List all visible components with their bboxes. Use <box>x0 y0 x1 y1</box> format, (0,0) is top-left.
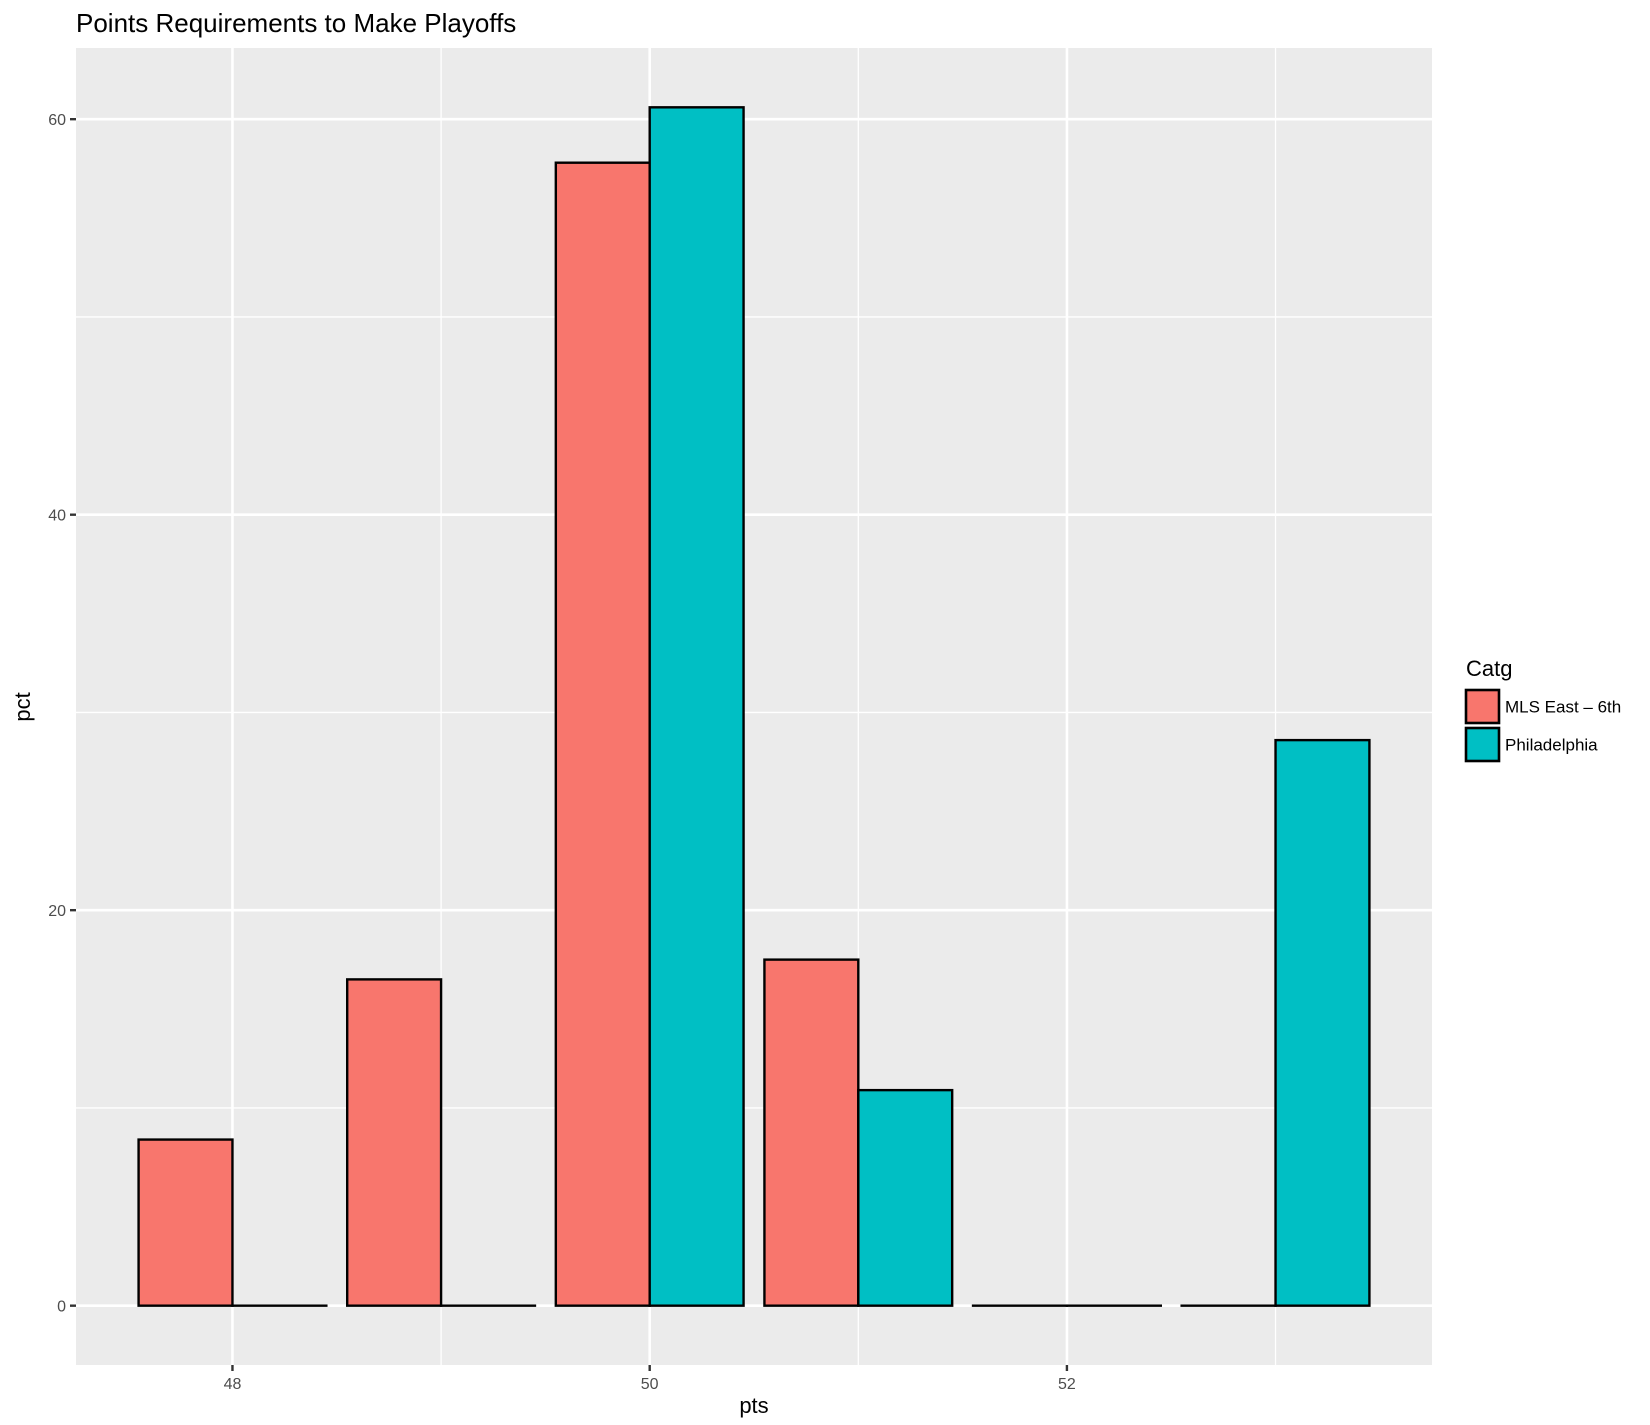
y-tick-label: 60 <box>48 112 66 129</box>
y-tick-label: 20 <box>48 903 66 920</box>
legend-title: Catg <box>1466 656 1512 681</box>
x-tick-label: 50 <box>641 1376 659 1393</box>
chart-title: Points Requirements to Make Playoffs <box>76 8 516 38</box>
x-axis-title: pts <box>739 1393 768 1418</box>
legend-items: MLS East – 6th Philadelphia <box>1464 688 1621 763</box>
legend-key <box>1464 726 1501 763</box>
legend-label: Philadelphia <box>1505 736 1598 755</box>
y-axis: 0 20 40 60 <box>48 112 76 1316</box>
y-tick-label: 0 <box>57 1299 66 1316</box>
bar <box>346 978 443 1307</box>
y-tick-label: 40 <box>48 508 66 525</box>
bar <box>137 1138 234 1307</box>
legend: Catg MLS East – 6th Philadelphia <box>1464 656 1621 763</box>
bar <box>648 106 745 1307</box>
plot-panel <box>76 48 1432 1365</box>
bar <box>1274 738 1371 1307</box>
y-axis-title: pct <box>10 692 35 721</box>
x-tick-label: 52 <box>1058 1376 1076 1393</box>
legend-key <box>1464 688 1501 725</box>
legend-label: MLS East – 6th <box>1505 698 1621 717</box>
bar <box>857 1088 954 1307</box>
x-axis: 48 50 52 <box>224 1365 1076 1393</box>
x-tick-label: 48 <box>224 1376 242 1393</box>
bars <box>137 106 1371 1307</box>
bar <box>554 161 651 1307</box>
bar <box>763 958 860 1307</box>
